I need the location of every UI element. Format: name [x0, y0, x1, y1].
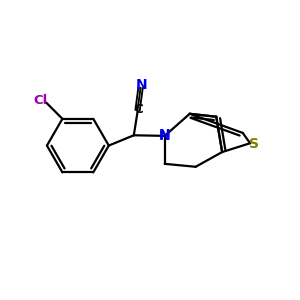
- Text: N: N: [159, 129, 170, 143]
- Text: S: S: [249, 137, 259, 151]
- Text: N: N: [159, 128, 170, 142]
- Text: C: C: [135, 103, 143, 116]
- Text: Cl: Cl: [34, 94, 48, 107]
- Text: N: N: [136, 78, 148, 92]
